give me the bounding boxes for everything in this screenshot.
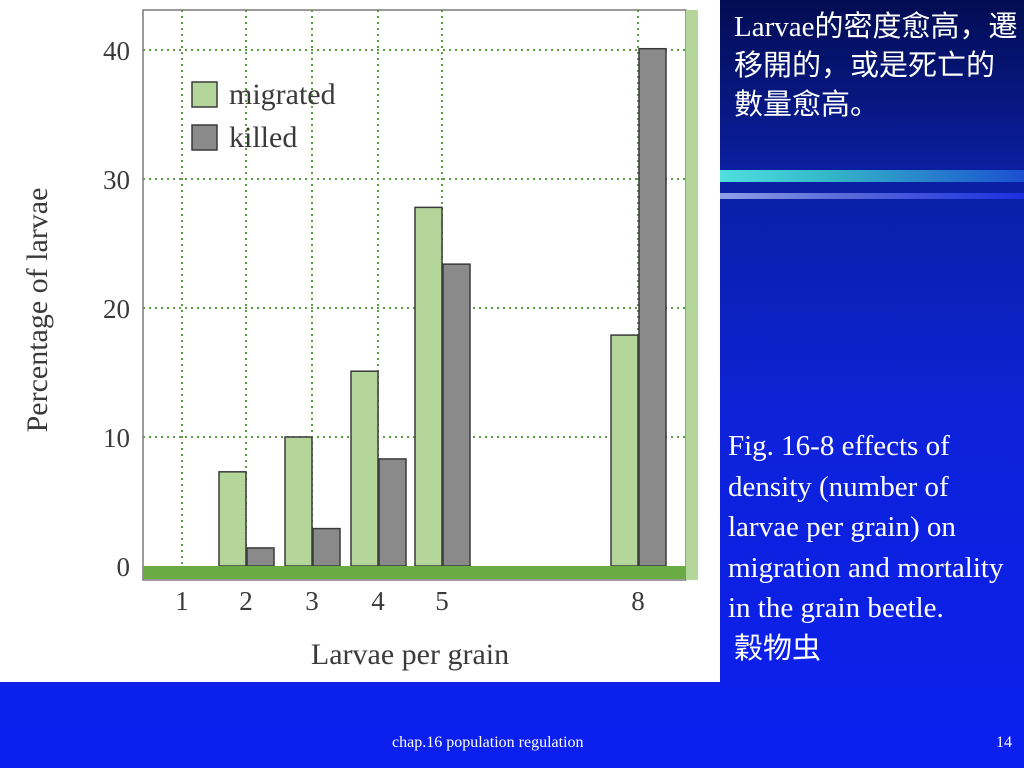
y-axis-title: Percentage of larvae bbox=[21, 188, 54, 433]
x-axis-baseline bbox=[143, 566, 686, 579]
x-tick-label: 8 bbox=[631, 586, 645, 616]
y-tick-label: 40 bbox=[103, 36, 130, 66]
bar-migrated-8 bbox=[610, 334, 639, 567]
legend-swatch-killed bbox=[191, 124, 218, 151]
bar-migrated-3 bbox=[284, 436, 313, 567]
slide-heading: Larvae的密度愈高，遷移開的，或是死亡的數量愈高。 bbox=[734, 11, 1018, 121]
y-tick-label: 20 bbox=[103, 294, 130, 324]
bar-killed-3 bbox=[312, 527, 341, 567]
caption-english: Fig. 16-8 effects of density (number of … bbox=[728, 430, 1004, 624]
footer-title: chap.16 population regulation bbox=[392, 734, 584, 751]
bar-killed-4 bbox=[378, 458, 407, 567]
y-tick-label: 10 bbox=[103, 423, 130, 453]
x-tick-label: 1 bbox=[175, 586, 189, 616]
bar-migrated-2 bbox=[218, 471, 247, 567]
x-tick-label: 5 bbox=[435, 586, 449, 616]
legend: migrated killed bbox=[191, 78, 336, 154]
bar-killed-5 bbox=[442, 263, 471, 567]
figure-caption: Fig. 16-8 effects of density (number of … bbox=[728, 426, 1018, 669]
y-tick-label: 0 bbox=[117, 552, 131, 582]
decorative-bar-lavender bbox=[720, 193, 1024, 199]
legend-swatch-migrated bbox=[191, 81, 218, 108]
bar-migrated-4 bbox=[350, 370, 379, 567]
chart-panel: 0 10 20 30 40 1 2 3 4 5 8 migrated killed Percent… bbox=[21, 9, 698, 671]
x-axis-title: Larvae per grain bbox=[311, 638, 509, 671]
decorative-bar-teal bbox=[720, 170, 1024, 182]
slide-number: 14 bbox=[996, 734, 1012, 751]
x-tick-label: 2 bbox=[239, 586, 253, 616]
right-strip bbox=[686, 10, 698, 580]
y-tick-labels: 0 10 20 30 40 bbox=[103, 36, 130, 582]
bar-killed-2 bbox=[246, 547, 275, 567]
bar-killed-8 bbox=[638, 47, 667, 567]
bar-chart: 0 10 20 30 40 1 2 3 4 5 8 migrated killed Percent… bbox=[21, 9, 698, 671]
legend-label-migrated: migrated bbox=[229, 78, 336, 111]
bar-migrated-5 bbox=[414, 206, 443, 567]
x-tick-labels: 1 2 3 4 5 8 bbox=[175, 586, 645, 616]
legend-label-killed: killed bbox=[229, 121, 297, 154]
bars bbox=[218, 47, 667, 567]
x-tick-label: 4 bbox=[371, 586, 385, 616]
y-tick-label: 30 bbox=[103, 165, 130, 195]
x-tick-label: 3 bbox=[305, 586, 319, 616]
caption-chinese: 穀物虫 bbox=[734, 632, 822, 665]
